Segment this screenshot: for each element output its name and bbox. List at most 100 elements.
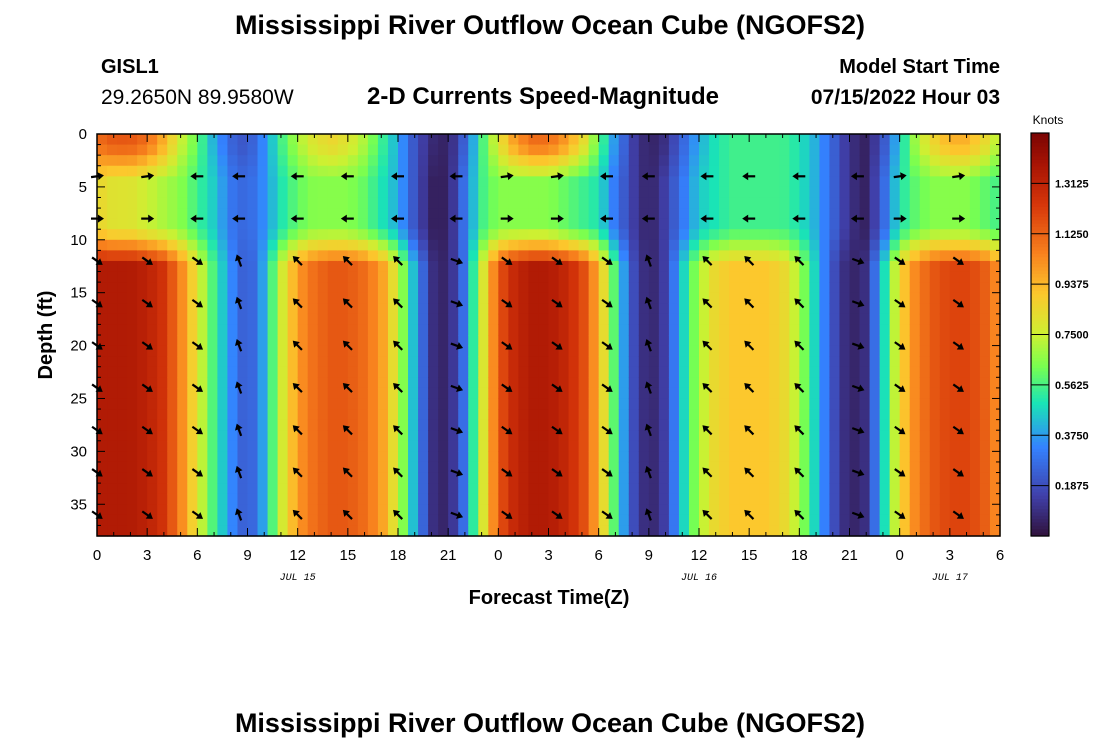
heatmap-cell [989, 324, 1001, 336]
heatmap-cell [247, 282, 259, 294]
heatmap-cell [237, 409, 249, 421]
heatmap-cell [879, 260, 891, 273]
heatmap-cell [377, 292, 389, 304]
heatmap-cell [739, 525, 750, 537]
heatmap-cell [829, 387, 841, 400]
heatmap-cell [749, 440, 760, 452]
heatmap-cell [297, 176, 309, 188]
heatmap-cell [829, 461, 841, 474]
heatmap-cell [558, 419, 570, 431]
heatmap-cell [508, 525, 519, 537]
heatmap-cell [157, 324, 168, 336]
heatmap-cell [177, 292, 188, 304]
heatmap-cell [709, 377, 720, 389]
heatmap-cell [468, 387, 479, 400]
colorbar-segment [1031, 193, 1049, 198]
heatmap-cell [628, 409, 640, 421]
heatmap-cell [668, 313, 680, 326]
heatmap-cell [217, 282, 229, 294]
heatmap-cell [157, 419, 168, 431]
heatmap-cell [357, 430, 369, 442]
vector-head [456, 384, 464, 393]
heatmap-cell [418, 239, 429, 251]
heatmap-cell [638, 335, 650, 347]
heatmap-cell [317, 493, 329, 505]
heatmap-cell [157, 186, 168, 199]
heatmap-cell [919, 260, 931, 273]
colorbar-segment [1031, 240, 1049, 245]
heatmap-cell [749, 155, 760, 167]
heatmap-cell [578, 440, 590, 452]
heatmap-cell [367, 398, 379, 410]
current-vector [234, 296, 243, 310]
heatmap-cell [267, 313, 279, 326]
heatmap-cell [398, 419, 409, 431]
heatmap-cell [939, 440, 951, 452]
heatmap-cell [839, 324, 851, 336]
heatmap-cell [759, 451, 770, 463]
heatmap-cell [799, 525, 810, 537]
heatmap-cell [648, 260, 660, 273]
heatmap-cell [709, 366, 720, 378]
heatmap-cell [608, 356, 620, 368]
heatmap-cell [448, 176, 459, 188]
heatmap-cell [899, 239, 911, 251]
current-vector [141, 341, 153, 350]
heatmap-cell [869, 430, 881, 442]
heatmap-cell [478, 451, 489, 463]
heatmap-cells [97, 134, 1001, 537]
heatmap-cell [498, 271, 509, 283]
heatmap-cell [307, 271, 319, 283]
heatmap-cell [789, 271, 800, 283]
colorbar-segment [1031, 425, 1049, 430]
heatmap-cell [438, 377, 449, 389]
heatmap-cell [618, 461, 630, 474]
heatmap-cell [699, 303, 710, 315]
vector-head [857, 384, 865, 393]
heatmap-cell [979, 155, 991, 167]
heatmap-cell [809, 165, 820, 177]
heatmap-cell [117, 271, 128, 283]
heatmap-cell [989, 313, 1001, 326]
vector-head [898, 385, 906, 392]
current-vector [393, 298, 404, 309]
current-vector [644, 508, 653, 521]
colorbar-segment [1031, 445, 1049, 450]
current-vector [500, 172, 514, 181]
heatmap-cell [889, 250, 901, 262]
heatmap-cell [528, 186, 540, 199]
vector-head [605, 512, 613, 519]
heatmap-cell [107, 186, 118, 199]
heatmap-cell [678, 134, 690, 146]
heatmap-cell [317, 504, 329, 516]
heatmap-cell [458, 525, 469, 537]
heatmap-cell [207, 239, 218, 251]
current-vector [191, 383, 204, 392]
heatmap-cell [387, 483, 399, 495]
colorbar-segment [1031, 522, 1049, 527]
current-vector [141, 425, 153, 435]
heatmap-cell [137, 271, 148, 283]
heatmap-cell [538, 282, 550, 294]
heatmap-cell [769, 303, 780, 315]
heatmap-cell [157, 282, 168, 294]
heatmap-cell [799, 461, 810, 474]
heatmap-cell [237, 313, 249, 326]
current-vector [500, 214, 514, 223]
vector-head [744, 425, 752, 433]
heatmap-cell [367, 451, 379, 463]
heatmap-cell [789, 493, 800, 505]
heatmap-cell [408, 208, 419, 220]
heatmap-cell [347, 430, 359, 442]
heatmap-cell [839, 356, 851, 368]
heatmap-cell [809, 356, 820, 368]
heatmap-cell [367, 260, 379, 273]
heatmap-cell [498, 250, 509, 262]
heatmap-cell [949, 472, 961, 484]
heatmap-cell [518, 366, 530, 378]
heatmap-cell [468, 525, 479, 537]
heatmap-cell [357, 419, 369, 431]
heatmap-cell [157, 271, 168, 283]
heatmap-cell [367, 409, 379, 421]
heatmap-cell [648, 292, 660, 304]
